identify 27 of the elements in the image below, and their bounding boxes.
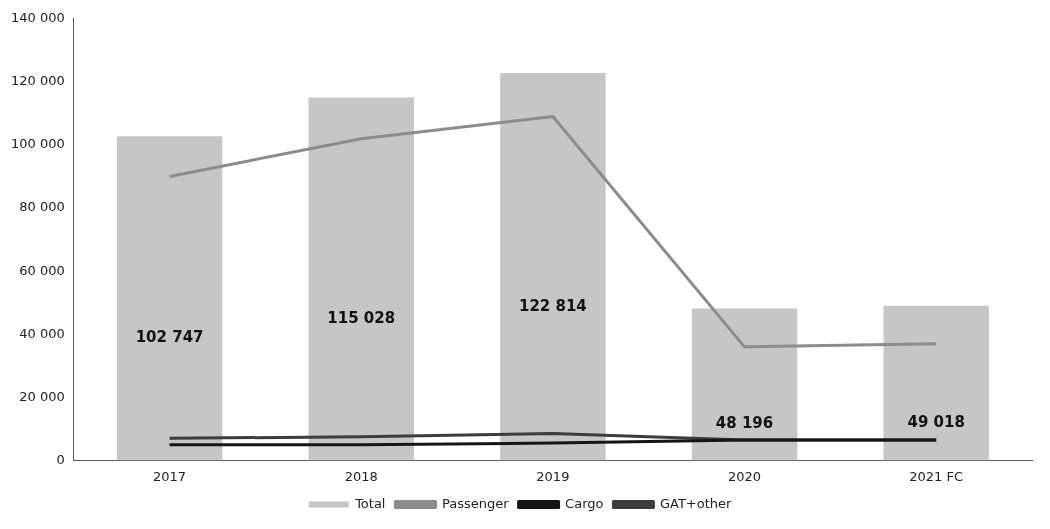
x-tick-label: 2021 FC <box>909 468 964 484</box>
x-tick-label: 2019 <box>536 468 570 484</box>
x-tick-label: 2018 <box>344 468 378 484</box>
y-tick-label: 20 000 <box>19 388 65 404</box>
data-label: 115 028 <box>327 308 396 327</box>
bar <box>500 73 606 461</box>
x-tick-label: 2017 <box>153 468 187 484</box>
y-tick-label: 140 000 <box>10 10 65 26</box>
y-tick-label: 0 <box>56 451 65 467</box>
data-label: 122 814 <box>518 296 587 315</box>
legend-label: Total <box>354 495 386 511</box>
x-tick-label: 2020 <box>727 468 762 484</box>
data-label: 49 018 <box>907 412 965 431</box>
data-label: 48 196 <box>715 414 774 433</box>
legend-label: GAT+other <box>659 495 733 511</box>
y-tick-label: 120 000 <box>10 73 65 89</box>
y-tick-label: 80 000 <box>19 199 65 215</box>
data-label: 102 747 <box>135 328 204 347</box>
legend-label: Cargo <box>565 495 604 511</box>
y-tick-label: 60 000 <box>19 262 65 278</box>
legend-label: Passenger <box>441 495 510 511</box>
y-tick-label: 100 000 <box>10 136 65 152</box>
bar <box>691 308 798 461</box>
bar <box>116 136 223 461</box>
y-tick-label: 40 000 <box>19 325 65 341</box>
bar <box>883 305 989 461</box>
bar <box>308 97 414 461</box>
